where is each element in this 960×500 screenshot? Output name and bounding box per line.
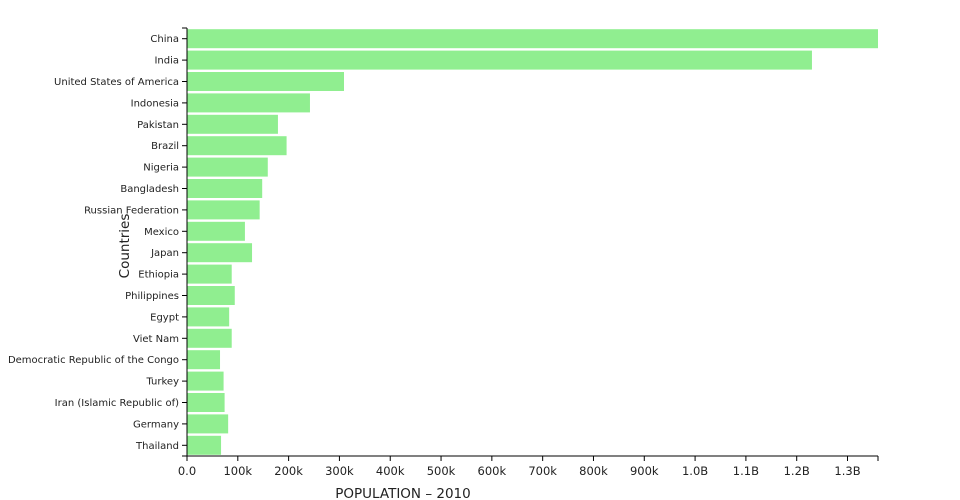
bar-viet-nam [187,328,232,348]
y-tick-label: Bangladesh [120,184,179,195]
y-tick-label: Russian Federation [84,205,179,216]
bar-thailand [187,435,222,455]
y-tick-label: Thailand [135,441,179,452]
y-tick-label: Egypt [150,312,179,323]
bar-ethiopia [187,264,232,284]
y-tick-label: United States of America [54,77,179,88]
bars-group [187,29,878,455]
x-tick-label: 500k [427,464,456,478]
bar-pakistan [187,114,278,134]
x-tick-label: 600k [478,464,507,478]
y-tick-label: Democratic Republic of the Congo [8,355,179,366]
y-axis-title: Countries [117,214,133,279]
y-tick-label: Iran (Islamic Republic of) [55,398,179,409]
x-tick-label: 800k [579,464,608,478]
y-tick-label: Mexico [144,227,179,238]
bar-japan [187,243,253,263]
y-tick-label: Germany [133,419,179,430]
x-tick-label: 1.1B [733,464,759,478]
y-tick-label: India [154,56,179,67]
bar-indonesia [187,93,310,113]
x-axis-title: POPULATION – 2010 [335,486,470,500]
bar-turkey [187,371,224,391]
bar-nigeria [187,157,268,177]
bar-egypt [187,307,230,327]
bar-germany [187,414,229,434]
y-axis: China India United States of America Indone… [8,27,188,457]
x-tick-label: 1.3B [834,464,860,478]
bar-democratic-republic-of-the-congo [187,350,221,370]
x-tick-label: 200k [274,464,303,478]
bar-brazil [187,136,287,156]
y-tick-label: Nigeria [143,163,179,174]
y-tick-label: Pakistan [137,120,179,131]
bar-india [187,50,812,70]
y-tick-label: China [150,34,179,45]
y-tick-label: Turkey [145,377,179,388]
y-tick-label: Brazil [151,141,179,152]
x-tick-label: 1.0B [682,464,708,478]
x-tick-label: 400k [376,464,405,478]
bar-iran-islamic-republic-of- [187,393,225,412]
x-tick-label: 700k [528,464,557,478]
bar-united-states-of-america [187,72,344,91]
x-tick-label: 100k [223,464,252,478]
x-axis: 0.0 100k 200k 300k 400k 500k 600k 700k 800k 900k 1… [178,455,879,478]
x-tick-label: 0.0 [178,464,196,478]
bar-mexico [187,221,245,241]
y-tick-label: Indonesia [131,98,179,109]
y-tick-label: Japan [150,248,179,259]
x-tick-label: 1.2B [784,464,810,478]
y-tick-label: Viet Nam [133,334,179,345]
bar-philippines [187,286,235,305]
y-tick-label: Ethiopia [138,270,179,281]
bar-china [187,29,878,49]
bar-bangladesh [187,179,263,198]
x-tick-label: 300k [325,464,354,478]
x-tick-label: 900k [630,464,659,478]
y-tick-label: Philippines [125,291,179,302]
bar-russian-federation [187,200,260,220]
